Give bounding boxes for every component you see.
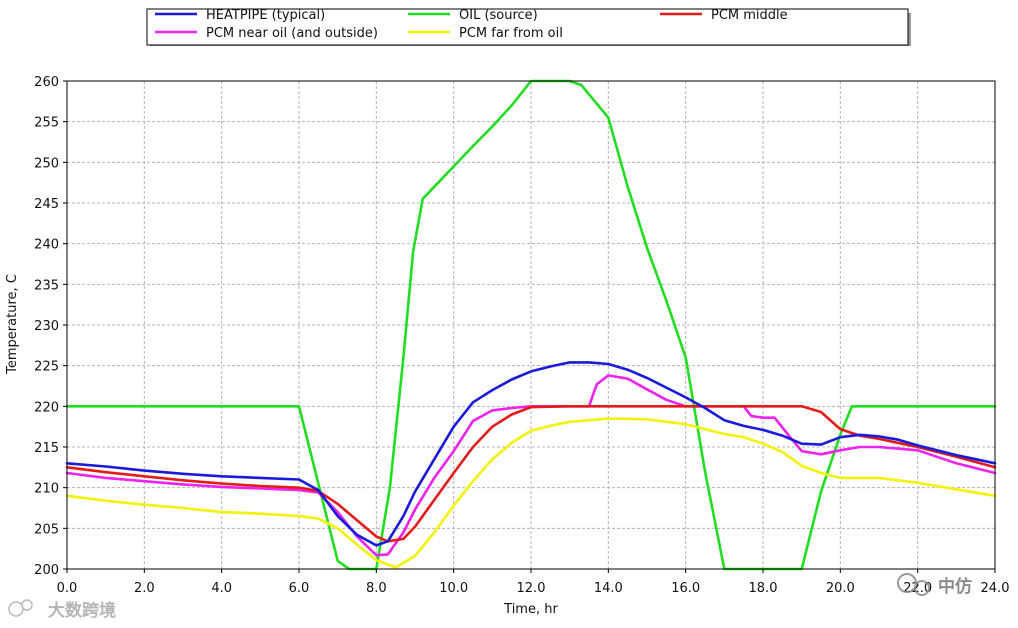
y-tick-label: 225 <box>34 360 59 375</box>
x-tick-label: 2.0 <box>134 581 155 596</box>
watermark-right-text: 中仿 <box>938 576 972 597</box>
x-tick-label: 10.0 <box>439 581 468 596</box>
y-tick-label: 240 <box>34 238 59 253</box>
watermark-right: 中仿 <box>897 573 972 597</box>
series-line-4 <box>65 417 997 569</box>
x-tick-label: 24.0 <box>981 581 1010 596</box>
y-axis-title: Temperature, C <box>5 274 20 375</box>
watermark-left: 大数跨境 <box>8 599 116 621</box>
y-tick-label: 260 <box>34 75 59 90</box>
plot-area <box>67 81 995 569</box>
x-tick-label: 14.0 <box>594 581 623 596</box>
y-tick-label: 210 <box>34 482 59 497</box>
x-tick-label: 0.0 <box>57 581 78 596</box>
x-tick-label: 16.0 <box>671 581 700 596</box>
x-axis-title: Time, hr <box>503 602 558 617</box>
series-line-0 <box>65 361 997 547</box>
x-tick-label: 20.0 <box>826 581 855 596</box>
y-tick-label: 235 <box>34 278 59 293</box>
axis-ticks: 0.0 2.0 4.0 6.0 8.0 10.0 12.0 14.0 16.0 18.0 20.0 2… <box>34 75 1009 596</box>
watermark-logo-icon <box>8 601 24 617</box>
series-line-2 <box>65 405 997 543</box>
y-tick-label: 205 <box>34 522 59 537</box>
watermark-left-text: 大数跨境 <box>48 600 116 621</box>
y-tick-label: 200 <box>34 563 59 578</box>
x-tick-label: 12.0 <box>517 581 546 596</box>
y-tick-label: 245 <box>34 197 59 212</box>
x-tick-label: 6.0 <box>289 581 310 596</box>
legend: HEATPIPE (typical) OIL (source) PCM middle… <box>146 8 911 46</box>
x-tick-label: 4.0 <box>211 581 232 596</box>
legend-label: PCM far from oil <box>459 26 563 41</box>
legend-label: PCM near oil (and outside) <box>206 26 378 41</box>
y-tick-label: 255 <box>34 116 59 131</box>
y-tick-label: 230 <box>34 319 59 334</box>
legend-label: PCM middle <box>711 8 788 23</box>
x-tick-label: 18.0 <box>749 581 778 596</box>
x-tick-label: 8.0 <box>366 581 387 596</box>
y-tick-label: 215 <box>34 441 59 456</box>
legend-label: HEATPIPE (typical) <box>206 8 325 23</box>
legend-label: OIL (source) <box>459 8 538 23</box>
y-tick-label: 220 <box>34 400 59 415</box>
y-tick-label: 250 <box>34 156 59 171</box>
